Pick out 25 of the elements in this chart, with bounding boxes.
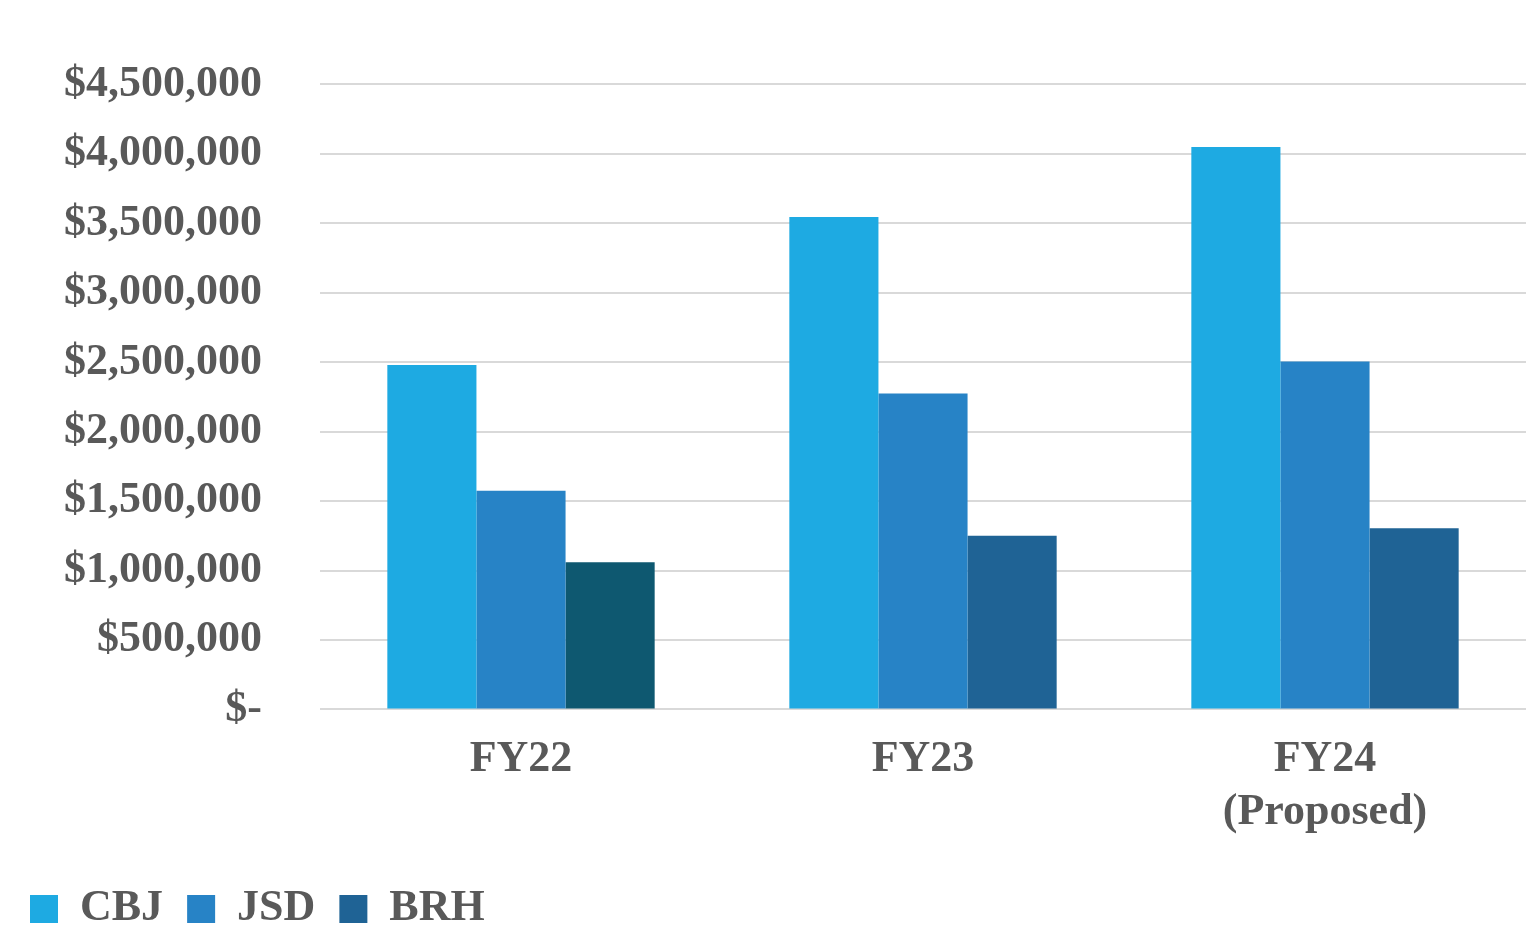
legend-label: BRH xyxy=(389,881,485,931)
bar xyxy=(1280,361,1370,709)
bar xyxy=(1191,146,1281,709)
y-tick-label: $4,500,000 xyxy=(64,56,262,106)
x-tick-label: FY24 (Proposed) xyxy=(1222,732,1428,834)
y-tick-label: $1,000,000 xyxy=(64,542,262,592)
bar xyxy=(967,535,1057,709)
y-tick-label: $2,500,000 xyxy=(64,334,262,384)
bar xyxy=(565,562,655,709)
y-tick-label: $2,000,000 xyxy=(64,403,262,453)
bar xyxy=(1369,528,1459,709)
legend-label: JSD xyxy=(237,881,316,931)
x-tick-label: FY22 xyxy=(469,732,573,782)
y-tick-label: $4,000,000 xyxy=(64,126,262,176)
legend-label: CBJ xyxy=(80,881,164,931)
y-tick-label: $3,500,000 xyxy=(64,195,262,245)
x-tick-label: FY23 xyxy=(871,732,975,782)
bar xyxy=(789,217,879,709)
y-tick-label: $500,000 xyxy=(97,612,262,662)
y-tick-label: $3,000,000 xyxy=(64,265,262,315)
y-tick-label: $1,500,000 xyxy=(64,473,262,523)
bar xyxy=(387,364,477,709)
bar xyxy=(878,393,968,709)
bar xyxy=(476,490,566,709)
y-tick-label: $- xyxy=(225,681,262,731)
